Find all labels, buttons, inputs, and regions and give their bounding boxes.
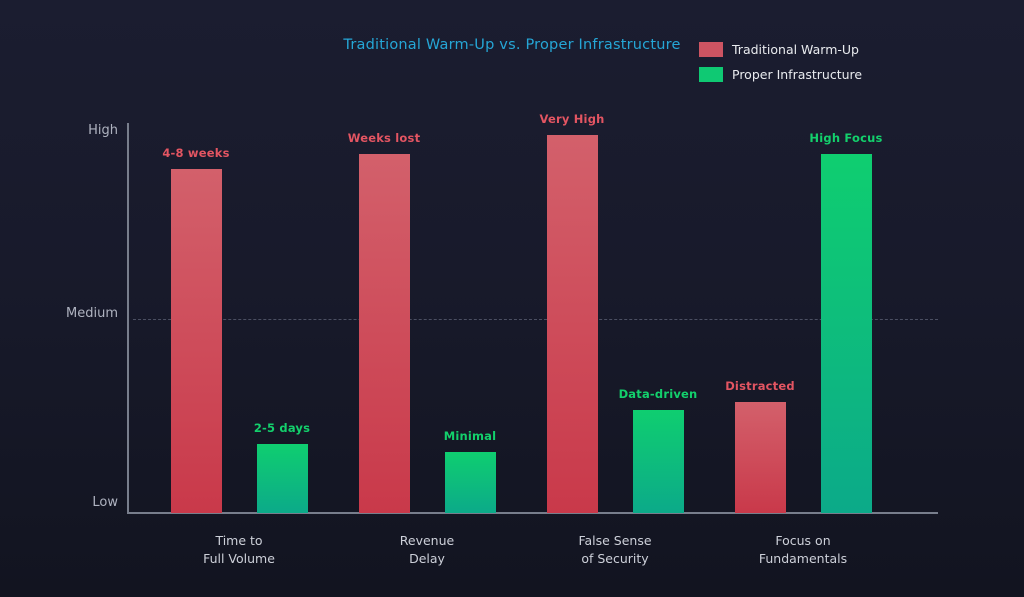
- bar-value-label-traditional-1: Weeks lost: [347, 131, 421, 145]
- bar-traditional-0: [170, 169, 222, 513]
- bar-traditional-1: [358, 154, 410, 513]
- bar-value-label-traditional-3: Distracted: [725, 379, 795, 393]
- bar-proper-3: [820, 154, 872, 513]
- legend-swatch-traditional: [699, 42, 723, 57]
- category-revenue-delay: Revenue Delay: [399, 533, 455, 566]
- category-time-to-full-volume: Time to Full Volume: [203, 533, 275, 566]
- bar-proper-2: [632, 410, 684, 513]
- legend: Traditional Warm-Up Proper Infrastructur…: [699, 42, 862, 92]
- chart-title: Traditional Warm-Up vs. Proper Infrastru…: [343, 37, 681, 53]
- bar-value-label-proper-2: Data-driven: [618, 387, 698, 401]
- category-focus-on-fundamentals: Focus on Fundamentals: [758, 533, 848, 566]
- x-axis-line: [127, 512, 938, 514]
- bar-proper-0: [256, 444, 308, 513]
- legend-item-traditional: Traditional Warm-Up: [699, 42, 862, 57]
- bar-value-label-proper-0: 2-5 days: [253, 421, 311, 435]
- bar-value-label-proper-1: Minimal: [443, 429, 497, 443]
- bar-proper-1: [444, 452, 496, 513]
- legend-label-proper: Proper Infrastructure: [732, 67, 863, 82]
- y-axis-line: [127, 123, 129, 513]
- y-tick-low: Low: [92, 495, 118, 510]
- bar-value-label-proper-3: High Focus: [809, 131, 883, 145]
- bar-value-label-traditional-0: 4-8 weeks: [162, 146, 230, 160]
- bar-traditional-3: [734, 402, 786, 513]
- medium-gridline: [133, 319, 938, 320]
- bar-value-label-traditional-2: Very High: [539, 112, 605, 126]
- legend-swatch-proper: [699, 67, 723, 82]
- bar-traditional-2: [546, 135, 598, 513]
- y-tick-medium: Medium: [66, 306, 118, 321]
- legend-item-proper: Proper Infrastructure: [699, 67, 862, 82]
- y-tick-high: High: [88, 123, 118, 138]
- legend-label-traditional: Traditional Warm-Up: [732, 42, 859, 57]
- category-false-sense-of-security: False Sense of Security: [578, 533, 652, 566]
